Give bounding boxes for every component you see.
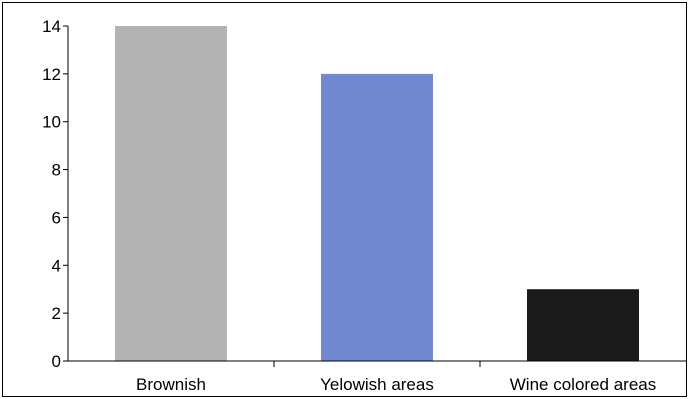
y-tick-label: 12 [42, 65, 61, 84]
bar-yelowish-areas [321, 73, 433, 362]
x-ticks-layer [273, 361, 481, 367]
x-category-label: Yelowish areas [320, 375, 434, 394]
y-tick-label: 8 [52, 161, 61, 180]
bars-layer [115, 26, 639, 362]
y-tick-label: 14 [42, 17, 61, 36]
x-category-label: Wine colored areas [510, 375, 656, 394]
y-tick-label: 2 [52, 304, 61, 323]
category-labels-layer: Brownish Yelowish areas Wine colored areas [136, 375, 656, 394]
y-tick-label: 6 [52, 208, 61, 227]
bar-wine-colored-areas [527, 289, 639, 361]
y-tick-label: 4 [52, 256, 61, 275]
axes-layer [67, 26, 686, 362]
x-category-label: Brownish [136, 375, 206, 394]
bar-brownish [115, 26, 227, 361]
y-tick-label: 0 [52, 352, 61, 371]
y-tick-label: 10 [42, 113, 61, 132]
y-ticks-layer: 0 2 4 6 8 10 12 14 [42, 17, 68, 371]
